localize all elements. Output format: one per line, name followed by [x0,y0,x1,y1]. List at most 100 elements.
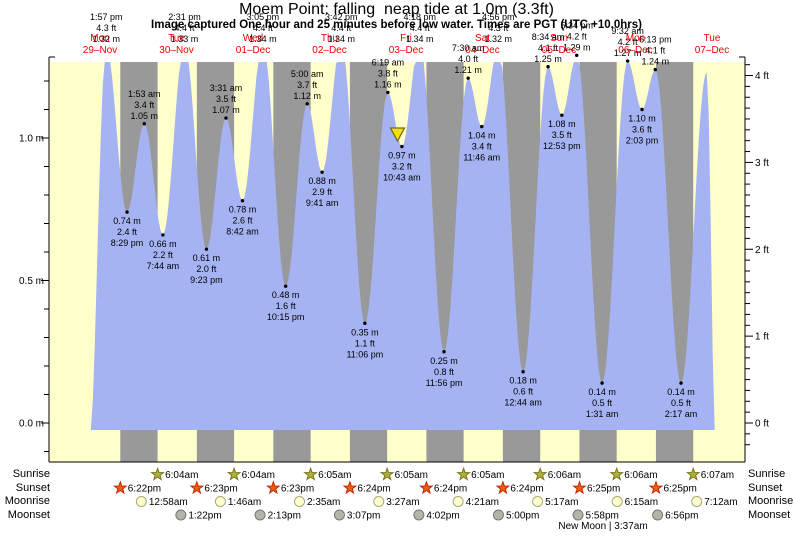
sunset-star-icon [266,480,281,495]
tide-low-label: 0.5 ft [671,398,692,408]
tide-high-label: 1.16 m [374,79,402,89]
sunset-star-icon [112,480,128,495]
day-weekday-label: Sat [475,33,490,44]
tide-low-label: 2.4 ft [117,227,138,237]
day-date-label: 05–Dec [542,45,576,56]
tide-low-label: 8:42 am [226,227,259,237]
tide-point-dot [283,284,288,288]
tide-high-label: 1.25 m [534,54,562,64]
sunset-time: 6:24pm [510,484,543,495]
day-date-label: 03–Dec [389,45,423,56]
moonset-time: 2:13pm [268,511,301,522]
tide-point-dot [575,53,579,58]
moonrise-moon-icon [373,496,385,507]
tide-high-label: 4.1 ft [645,46,666,56]
sunset-time: 6:24pm [357,484,390,495]
sunset-star-icon [495,480,511,495]
tide-low-label: 1.6 ft [276,301,297,311]
tide-low-label: 10:43 am [383,173,421,183]
tide-low-label: 1.08 m [548,119,576,129]
sunset-time: 6:25pm [587,484,620,495]
tide-high-label: 3.5 ft [216,94,237,104]
tide-high-label: 3.7 ft [297,80,318,90]
sunset-star-icon [189,480,205,495]
tide-point-dot [142,122,146,126]
left-axis-tick-label: 0.0 m [19,419,44,430]
moonset-row-label-right: Moonset [748,509,791,521]
tide-point-dot [466,76,470,80]
sunrise-time: 6:06am [624,470,657,481]
tide-high-label: 1.24 m [642,57,670,67]
tide-high-label: 1.34 m [249,34,277,44]
tide-low-label: 10:15 pm [267,312,305,322]
tide-low-label: 12:53 pm [543,141,581,151]
moonset-moon-icon [413,509,425,521]
tide-low-label: 2.2 ft [153,250,174,260]
sunrise-star-icon [150,466,165,481]
day-weekday-label: Thu [321,33,338,44]
tide-high-label: 7:30 am [452,43,485,53]
sunrise-star-icon [532,466,548,481]
tide-high-label: 1.12 m [293,91,321,101]
day-date-label: 02–Dec [312,45,346,56]
tide-curve-area [88,62,717,430]
day-weekday-label: Tue [704,33,721,44]
tide-high-label: 1.34 m [328,34,356,44]
tide-high-label: 4.2 ft [567,31,588,41]
tide-high-label: 3:42 pm [325,12,358,22]
sunrise-time: 6:06am [548,470,581,481]
tide-low-label: 3.4 ft [472,142,493,152]
tide-point-dot [653,67,658,72]
sunrise-time: 6:05am [395,470,428,481]
tide-low-label: 0.97 m [388,151,416,161]
tide-point-dot [386,90,390,95]
sunrise-row-label-right: Sunrise [748,468,786,480]
page-subtitle: Image captured One hour and 25 minutes b… [151,19,642,31]
page-title: Moem Point: falling neap tide at 1.0m (3… [239,1,554,18]
tide-point-dot [679,381,683,385]
tide-low-label: 0.6 ft [513,387,534,397]
tide-high-label: 1:57 pm [90,12,123,22]
tide-low-label: 0.74 m [113,216,141,226]
tide-low-label: 11:46 am [463,153,500,163]
tide-low-label: 8:29 pm [111,238,144,248]
moonrise-moon-icon [611,496,623,507]
moonset-time: 3:07pm [347,511,380,522]
tide-high-label: 6:19 am [372,57,405,67]
day-date-label: 29–Nov [83,45,117,56]
tide-high-label: 3:31 am [210,83,243,93]
sunset-star-icon [648,480,664,495]
moonset-moon-icon [492,509,504,521]
left-axis-tick-label: 0.5 m [19,276,44,287]
sunrise-star-icon [609,466,625,481]
day-date-label: 04–Dec [465,45,499,56]
sunset-star-icon [572,480,587,495]
tide-low-label: 2.0 ft [196,264,217,274]
tide-high-label: 4.3 ft [96,23,117,33]
tide-low-label: 11:06 pm [346,349,383,359]
tide-high-label: 1.33 m [171,34,199,44]
day-weekday-label: Fri [400,33,412,44]
tide-high-label: 4.4 ft [410,23,431,33]
tide-low-label: 1:31 am [586,409,619,419]
tide-high-label: 4.4 ft [253,23,274,33]
moonset-moon-icon [254,509,266,521]
tide-low-label: 2:03 pm [626,136,659,146]
tide-high-label: 3.4 ft [134,100,155,110]
tide-low-label: 0.14 m [667,387,695,397]
tide-point-dot [363,321,367,325]
moonrise-row-label-left: Moonrise [4,495,50,507]
tide-high-label: 1.21 m [454,65,482,75]
sunrise-star-icon [379,466,395,481]
tide-high-label: 4.3 ft [488,23,509,33]
tide-high-label: 1.32 m [92,34,120,44]
sunset-row-label-right: Sunset [748,482,783,494]
sunrise-time: 6:04am [165,470,198,481]
tide-high-label: 8:34 am [532,32,565,42]
moonset-moon-icon [652,509,664,521]
moonrise-moon-icon [293,496,305,507]
moonset-time: 1:22pm [188,511,221,522]
moonrise-time: 1:46am [228,497,261,508]
tide-high-label: 4.2 ft [618,37,639,47]
day-date-label: 01–Dec [236,45,270,56]
